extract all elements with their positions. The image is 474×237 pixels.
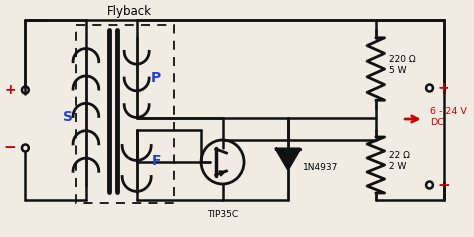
Text: 6 - 24 V
DC: 6 - 24 V DC — [430, 107, 467, 127]
Text: 220 Ω
5 W: 220 Ω 5 W — [390, 55, 416, 75]
Text: 1N4937: 1N4937 — [302, 163, 338, 172]
Polygon shape — [276, 149, 300, 169]
Text: Flyback: Flyback — [107, 5, 152, 18]
Text: P: P — [151, 71, 161, 85]
Text: S: S — [64, 109, 73, 123]
Text: −: − — [438, 178, 450, 192]
Bar — [76, 25, 174, 203]
Text: −: − — [4, 141, 17, 155]
Text: F: F — [151, 154, 161, 168]
Text: TIP35C: TIP35C — [207, 210, 238, 219]
Text: 22 Ω
2 W: 22 Ω 2 W — [390, 151, 410, 171]
Text: +: + — [5, 83, 17, 97]
Text: +: + — [438, 81, 449, 95]
